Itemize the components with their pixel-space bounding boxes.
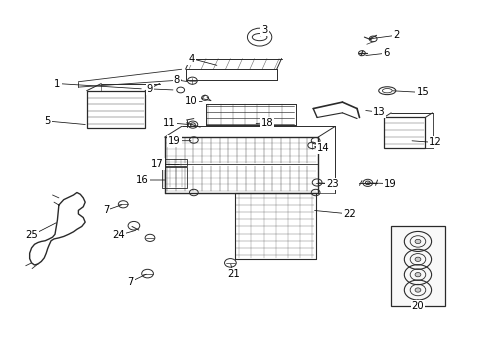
Text: 10: 10: [185, 96, 198, 107]
Text: 19: 19: [384, 179, 396, 189]
Text: 14: 14: [317, 143, 329, 153]
Text: 11: 11: [163, 118, 176, 128]
Text: 12: 12: [429, 138, 441, 148]
Text: 15: 15: [416, 87, 429, 98]
Text: 19: 19: [168, 136, 181, 146]
Text: 13: 13: [373, 107, 385, 117]
Text: 6: 6: [383, 48, 390, 58]
Text: 3: 3: [261, 25, 268, 35]
Text: 2: 2: [393, 30, 399, 40]
Text: 22: 22: [343, 209, 356, 219]
Text: 21: 21: [227, 269, 240, 279]
Polygon shape: [391, 226, 445, 306]
Text: 16: 16: [136, 175, 149, 185]
Text: 25: 25: [25, 230, 38, 240]
Text: 1: 1: [54, 78, 61, 89]
Text: 9: 9: [147, 84, 153, 94]
Circle shape: [415, 257, 421, 261]
Text: 24: 24: [112, 230, 124, 240]
Text: 7: 7: [103, 205, 109, 215]
Text: 8: 8: [173, 75, 180, 85]
Text: 20: 20: [412, 301, 424, 311]
Text: 23: 23: [326, 179, 339, 189]
Text: 5: 5: [45, 116, 51, 126]
Text: 18: 18: [261, 118, 273, 128]
Text: 4: 4: [188, 54, 195, 64]
Circle shape: [415, 288, 421, 292]
Circle shape: [415, 273, 421, 277]
Text: 17: 17: [151, 159, 164, 169]
Circle shape: [415, 239, 421, 244]
Text: 7: 7: [127, 277, 134, 287]
